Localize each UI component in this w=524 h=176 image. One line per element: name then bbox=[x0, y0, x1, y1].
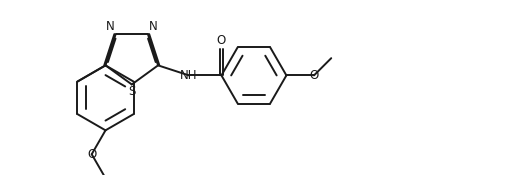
Text: O: O bbox=[87, 148, 96, 161]
Text: N: N bbox=[149, 20, 158, 33]
Text: O: O bbox=[217, 34, 226, 48]
Text: S: S bbox=[128, 85, 136, 98]
Text: N: N bbox=[106, 20, 115, 33]
Text: NH: NH bbox=[180, 69, 198, 82]
Text: O: O bbox=[309, 69, 319, 82]
